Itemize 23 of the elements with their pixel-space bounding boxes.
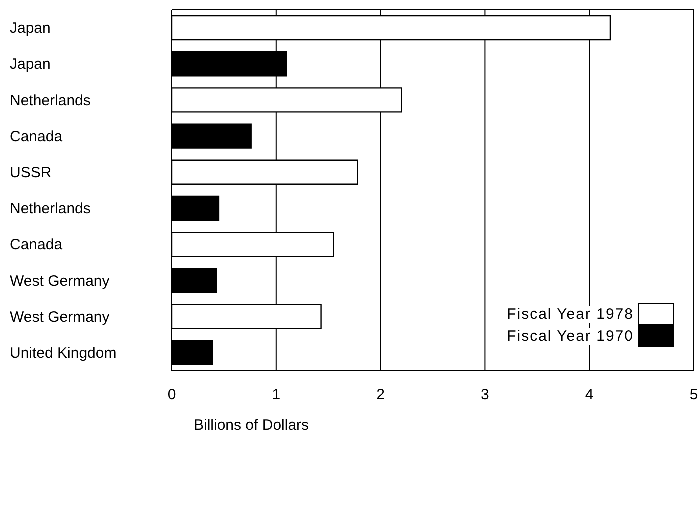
y-tick-label: Netherlands xyxy=(10,200,91,218)
x-tick-label: 1 xyxy=(272,386,281,404)
y-tick-label: Canada xyxy=(10,128,64,146)
y-tick-label: USSR xyxy=(10,164,52,182)
x-tick-label: 4 xyxy=(585,386,594,404)
y-tick-label: Netherlands xyxy=(10,92,91,110)
x-tick-label: 5 xyxy=(690,386,698,404)
y-tick-label: United Kingdom xyxy=(10,344,117,362)
bar xyxy=(172,124,252,149)
y-tick-label: Japan xyxy=(10,20,51,38)
x-tick-label: 3 xyxy=(481,386,490,404)
legend-label: Fiscal Year 1978 xyxy=(507,306,634,322)
bar xyxy=(172,196,220,222)
legend-label: Fiscal Year 1970 xyxy=(507,328,634,344)
x-tick-label: 0 xyxy=(168,386,176,404)
bar xyxy=(172,340,214,366)
y-tick-label: West Germany xyxy=(10,272,110,290)
x-axis-title: Billions of Dollars xyxy=(194,417,310,434)
bar xyxy=(172,268,218,294)
y-tick-label: Japan xyxy=(10,56,51,74)
x-tick-label: 2 xyxy=(376,386,385,404)
y-tick-label: West Germany xyxy=(10,308,110,326)
y-tick-label: Canada xyxy=(10,236,64,254)
